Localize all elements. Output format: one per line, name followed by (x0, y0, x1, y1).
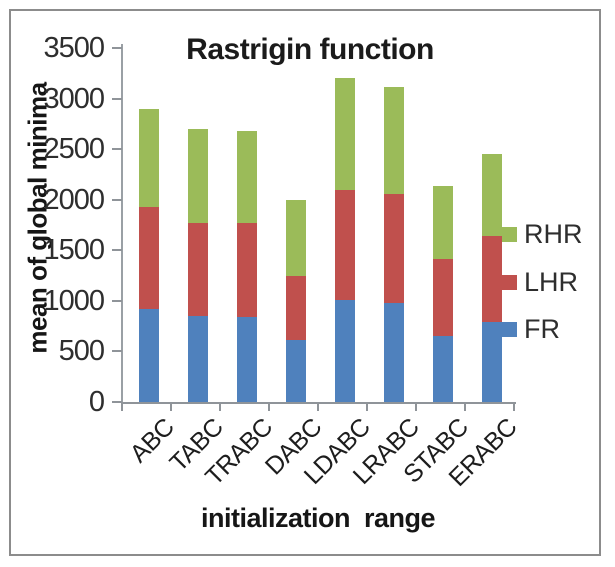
y-tick-mark (112, 198, 122, 201)
bar-TABC-FR-segment (188, 316, 208, 402)
bar-STABC-LHR-segment (433, 259, 453, 337)
y-tick-label: 2000 (43, 183, 105, 216)
x-tick-mark (121, 404, 123, 411)
bar-DABC-RHR-segment (286, 199, 306, 276)
bar-LRABC-RHR-segment (384, 87, 404, 194)
chart-title: Rastrigin function (186, 33, 434, 66)
bar-TRABC-RHR-segment (237, 130, 257, 223)
legend-label-lhr: LHR (524, 266, 579, 297)
bar-ABC-RHR-segment (139, 108, 159, 207)
x-tick-mark (170, 404, 172, 411)
y-tick-label: 2500 (43, 133, 105, 166)
x-tick-mark (415, 404, 417, 411)
y-tick-label: 500 (58, 335, 105, 368)
x-axis-title: initialization range (200, 503, 436, 533)
bar-TABC-RHR-segment (188, 128, 208, 223)
y-tick-label: 3000 (43, 82, 105, 115)
bar-STABC-FR-segment (433, 336, 453, 402)
legend-swatch-rhr (502, 227, 517, 242)
bar-ERABC-FR-segment (482, 322, 502, 402)
bar-LRABC-LHR-segment (384, 193, 404, 303)
x-axis-line (121, 402, 516, 404)
x-tick-mark (366, 404, 368, 411)
bar-LDABC-FR-segment (335, 299, 355, 402)
bar-STABC-RHR-segment (433, 185, 453, 260)
bar-TRABC-LHR-segment (237, 222, 257, 318)
bar-LDABC-RHR-segment (335, 78, 355, 190)
bar-LRABC-FR-segment (384, 302, 404, 402)
y-tick-mark (112, 97, 122, 100)
y-tick-mark (112, 299, 122, 302)
legend-label-fr: FR (524, 314, 560, 344)
bar-ERABC-RHR-segment (482, 154, 502, 237)
y-axis-line (121, 44, 123, 406)
y-tick-mark (112, 148, 122, 151)
bar-ABC-FR-segment (139, 308, 159, 402)
y-tick-label: 1000 (43, 284, 105, 317)
bar-DABC-LHR-segment (286, 275, 306, 341)
x-tick-mark (219, 404, 221, 411)
bar-ABC-LHR-segment (139, 206, 159, 309)
bar-LDABC-LHR-segment (335, 189, 355, 300)
bar-TABC-LHR-segment (188, 222, 208, 317)
bar-TRABC-FR-segment (237, 317, 257, 402)
y-tick-label: 0 (88, 386, 105, 418)
y-tick-mark (112, 401, 122, 403)
legend-swatch-lhr (502, 274, 517, 290)
x-tick-mark (268, 404, 270, 411)
x-tick-mark (317, 404, 319, 411)
y-tick-label: 1500 (43, 234, 105, 267)
bar-DABC-FR-segment (286, 340, 306, 402)
x-tick-mark (513, 404, 515, 411)
y-tick-mark (112, 47, 122, 49)
bar-ERABC-LHR-segment (482, 236, 502, 323)
x-tick-mark (464, 404, 466, 411)
y-tick-label: 3500 (43, 32, 105, 64)
legend-swatch-fr (502, 322, 517, 337)
y-tick-mark (112, 350, 122, 353)
y-tick-mark (112, 249, 122, 252)
legend-label-rhr: RHR (524, 219, 583, 249)
